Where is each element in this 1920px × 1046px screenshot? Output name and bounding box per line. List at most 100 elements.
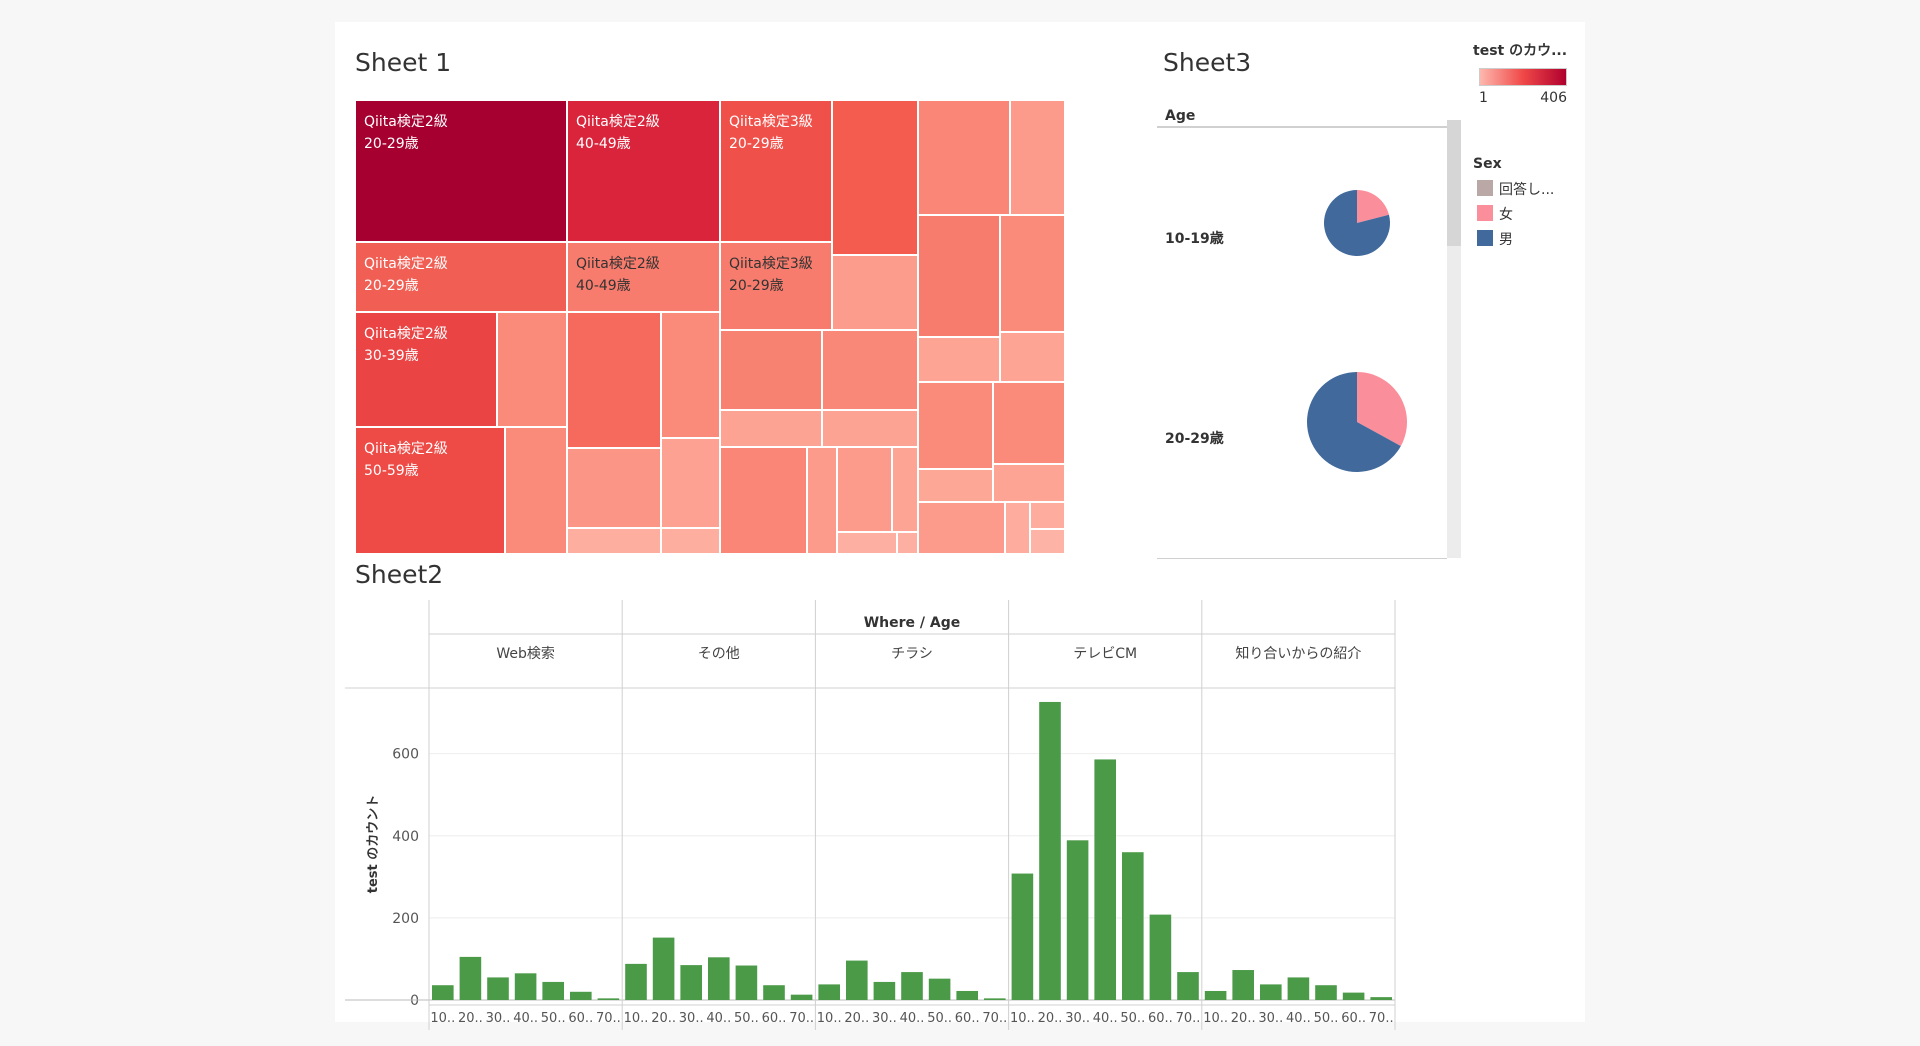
treemap-cell[interactable] — [892, 447, 918, 532]
pie-slice[interactable] — [1307, 372, 1401, 472]
bar[interactable] — [901, 972, 923, 1000]
bar[interactable] — [459, 956, 482, 1000]
legend-label-female[interactable]: 女 — [1499, 207, 1513, 223]
treemap-cell[interactable] — [720, 410, 822, 447]
bar[interactable] — [1149, 914, 1172, 1000]
bar[interactable] — [514, 973, 537, 1000]
group-label: チラシ — [891, 646, 933, 662]
bar[interactable] — [680, 965, 702, 1000]
treemap-cell[interactable]: Qiita検定2級 30-39歳 — [355, 312, 497, 427]
treemap-cell[interactable] — [1000, 332, 1065, 382]
treemap-cell[interactable] — [897, 532, 918, 554]
treemap-cell[interactable] — [720, 330, 822, 410]
scrollbar-track[interactable] — [1447, 120, 1461, 558]
treemap-cell[interactable] — [832, 100, 918, 255]
treemap-cell[interactable] — [918, 100, 1010, 215]
bar[interactable] — [570, 991, 592, 1000]
legend-label-male[interactable]: 男 — [1499, 232, 1513, 248]
bar[interactable] — [432, 985, 454, 1000]
treemap-cell[interactable] — [1000, 215, 1065, 332]
bar[interactable] — [625, 963, 647, 1000]
bar[interactable] — [846, 960, 868, 1000]
bar[interactable] — [1342, 992, 1365, 1000]
pie-chart-panel[interactable]: Age 10-19歳 20-29歳 — [1157, 100, 1467, 560]
bar[interactable] — [1039, 701, 1061, 1000]
x-tick-label: 40.. — [1286, 1011, 1311, 1026]
treemap-cell[interactable] — [822, 410, 918, 447]
legend-label-unanswered[interactable]: 回答し... — [1499, 182, 1555, 198]
treemap-cell[interactable] — [1005, 502, 1030, 554]
pie-slice[interactable] — [1357, 190, 1389, 223]
treemap-cell[interactable]: Qiita検定2級 20-29歳 — [355, 242, 567, 312]
color-legend-max: 406 — [1540, 90, 1567, 106]
treemap-cell[interactable] — [837, 447, 892, 532]
pie-slice[interactable] — [1357, 372, 1407, 447]
x-tick-label: 40.. — [1093, 1011, 1118, 1026]
bar[interactable] — [1260, 984, 1282, 1000]
bar[interactable] — [1232, 970, 1254, 1000]
x-tick-label: 60.. — [568, 1011, 593, 1026]
bar[interactable] — [1177, 972, 1199, 1000]
bar[interactable] — [984, 998, 1006, 1000]
pie-slice[interactable] — [1324, 190, 1390, 256]
bar[interactable] — [542, 981, 564, 1000]
treemap-cell[interactable] — [837, 532, 897, 554]
bar[interactable] — [487, 977, 509, 1000]
treemap-cell[interactable] — [567, 448, 661, 528]
treemap-cell[interactable] — [661, 312, 720, 438]
treemap-cell[interactable]: Qiita検定3級 20-29歳 — [720, 100, 832, 242]
bar[interactable] — [1011, 873, 1034, 1000]
treemap-cell[interactable]: Qiita検定2級 40-49歳 — [567, 242, 720, 312]
bar[interactable] — [652, 937, 675, 1000]
bar[interactable] — [790, 994, 813, 1000]
treemap-cell[interactable] — [1010, 100, 1065, 215]
bar-chart[interactable]: Where / Age 0 200 400 600 test のカウント Web検索 10..… — [345, 600, 1495, 1030]
bar[interactable] — [1066, 840, 1089, 1000]
sheet2-title: Sheet2 — [355, 560, 444, 589]
bar[interactable] — [597, 998, 620, 1000]
bar[interactable] — [735, 965, 758, 1000]
bar[interactable] — [873, 981, 896, 1000]
treemap-cell[interactable]: Qiita検定2級 20-29歳 — [355, 100, 567, 242]
treemap-cell[interactable] — [1030, 502, 1065, 529]
bar[interactable] — [763, 985, 785, 1000]
bar[interactable] — [708, 957, 730, 1000]
treemap-cell[interactable] — [993, 382, 1065, 464]
treemap-cell[interactable]: Qiita検定3級 20-29歳 — [720, 242, 832, 330]
x-tick-label: 60.. — [762, 1011, 787, 1026]
treemap-cell[interactable] — [807, 447, 837, 554]
treemap-cell[interactable] — [918, 382, 993, 469]
scrollbar-thumb[interactable] — [1447, 120, 1461, 246]
treemap-cell[interactable] — [505, 427, 567, 554]
bar[interactable] — [1204, 990, 1227, 1000]
treemap-chart[interactable]: Qiita検定2級 20-29歳 Qiita検定2級 40-49歳 Qiita検定3… — [355, 100, 1065, 554]
treemap-cell[interactable]: Qiita検定2級 50-59歳 — [355, 427, 505, 554]
bar[interactable] — [1094, 759, 1116, 1000]
bar[interactable] — [1287, 977, 1310, 1000]
sheet3-title: Sheet3 — [1163, 48, 1252, 77]
treemap-cell[interactable] — [661, 438, 720, 528]
treemap-cell[interactable] — [497, 312, 567, 427]
bar[interactable] — [928, 978, 951, 1000]
treemap-cell[interactable] — [993, 464, 1065, 502]
bar[interactable] — [1370, 997, 1392, 1000]
bar[interactable] — [1122, 852, 1144, 1000]
treemap-cell[interactable] — [567, 312, 661, 448]
treemap-cell[interactable] — [822, 330, 918, 410]
treemap-cell[interactable] — [1030, 529, 1065, 554]
bar[interactable] — [956, 990, 978, 1000]
treemap-cell[interactable]: Qiita検定2級 40-49歳 — [567, 100, 720, 242]
treemap-cell[interactable] — [567, 528, 661, 554]
treemap-cell[interactable] — [661, 528, 720, 554]
age-header: Age — [1165, 108, 1196, 124]
treemap-cell[interactable] — [918, 502, 1005, 554]
treemap-cell[interactable] — [918, 215, 1000, 337]
x-tick-label: 40.. — [513, 1011, 538, 1026]
treemap-cell[interactable] — [832, 255, 918, 330]
pie-row-label-20-29: 20-29歳 — [1165, 431, 1224, 447]
treemap-cell[interactable] — [720, 447, 807, 554]
bar[interactable] — [1315, 985, 1337, 1000]
treemap-cell[interactable] — [918, 337, 1000, 382]
treemap-cell[interactable] — [918, 469, 993, 502]
bar[interactable] — [818, 984, 840, 1000]
